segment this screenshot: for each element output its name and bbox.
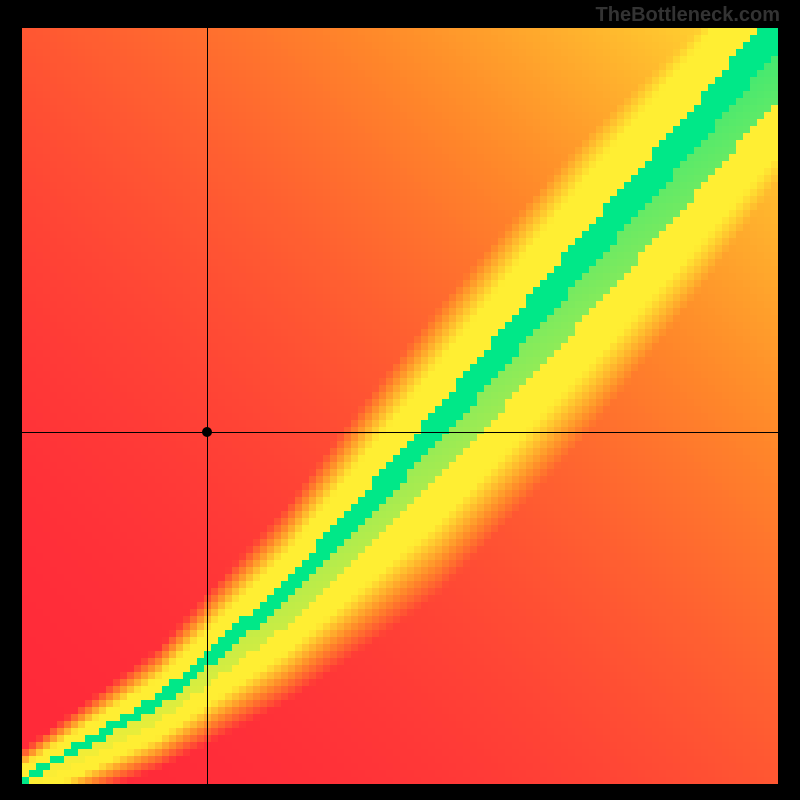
crosshair-vertical [207, 28, 208, 784]
plot-area [22, 28, 778, 784]
chart-container: TheBottleneck.com [0, 0, 800, 800]
heatmap-canvas [22, 28, 778, 784]
watermark-text: TheBottleneck.com [596, 4, 780, 27]
crosshair-horizontal [22, 432, 778, 433]
data-point-marker [202, 427, 212, 437]
